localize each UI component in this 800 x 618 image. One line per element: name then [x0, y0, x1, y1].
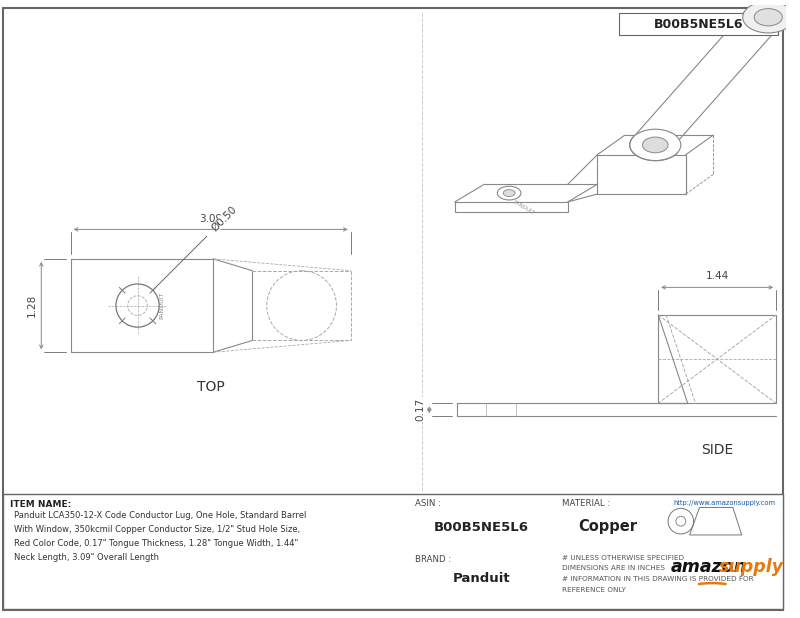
- Text: ASIN :: ASIN :: [414, 499, 441, 507]
- Text: REFERENCE ONLY: REFERENCE ONLY: [562, 587, 626, 593]
- Bar: [619, 14, 778, 35]
- Text: Ø0.50: Ø0.50: [210, 204, 239, 234]
- Text: Panduit: Panduit: [453, 572, 510, 585]
- Text: # INFORMATION IN THIS DRAWING IS PROVIDED FOR: # INFORMATION IN THIS DRAWING IS PROVIDE…: [562, 576, 754, 582]
- Text: Red Color Code, 0.17" Tongue Thickness, 1.28" Tongue Width, 1.44": Red Color Code, 0.17" Tongue Thickness, …: [14, 539, 298, 548]
- Text: Copper: Copper: [578, 519, 638, 534]
- Text: PANDUIT: PANDUIT: [511, 200, 534, 216]
- Ellipse shape: [742, 1, 794, 33]
- Text: supply: supply: [719, 557, 784, 575]
- Text: SIDE: SIDE: [701, 444, 734, 457]
- Text: amazon: amazon: [671, 557, 747, 575]
- Text: TOP: TOP: [197, 379, 225, 394]
- Text: With Window, 350kcmil Copper Conductor Size, 1/2" Stud Hole Size,: With Window, 350kcmil Copper Conductor S…: [14, 525, 300, 534]
- Ellipse shape: [630, 129, 681, 161]
- Text: Panduit LCA350-12-X Code Conductor Lug, One Hole, Standard Barrel: Panduit LCA350-12-X Code Conductor Lug, …: [14, 511, 306, 520]
- Text: B00B5NE5L6: B00B5NE5L6: [654, 17, 743, 31]
- Text: Neck Length, 3.09" Overall Length: Neck Length, 3.09" Overall Length: [14, 552, 158, 562]
- Text: BRAND :: BRAND :: [414, 554, 451, 564]
- Text: 3.09: 3.09: [199, 214, 222, 224]
- Text: PANDUIT: PANDUIT: [159, 292, 165, 320]
- Text: DIMENSIONS ARE IN INCHES: DIMENSIONS ARE IN INCHES: [562, 565, 665, 572]
- Text: MATERIAL :: MATERIAL :: [562, 499, 610, 507]
- Text: 1.44: 1.44: [706, 271, 729, 281]
- Text: 1.28: 1.28: [26, 294, 36, 317]
- Text: ITEM NAME:: ITEM NAME:: [10, 499, 71, 509]
- Ellipse shape: [503, 190, 515, 197]
- Text: 0.17: 0.17: [415, 398, 426, 421]
- Bar: [3, 494, 783, 609]
- Ellipse shape: [642, 137, 668, 153]
- Ellipse shape: [754, 9, 782, 26]
- Text: B00B5NE5L6: B00B5NE5L6: [434, 521, 529, 534]
- Text: # UNLESS OTHERWISE SPECIFIED: # UNLESS OTHERWISE SPECIFIED: [562, 554, 684, 561]
- Text: http://www.amazonsupply.com: http://www.amazonsupply.com: [673, 499, 775, 506]
